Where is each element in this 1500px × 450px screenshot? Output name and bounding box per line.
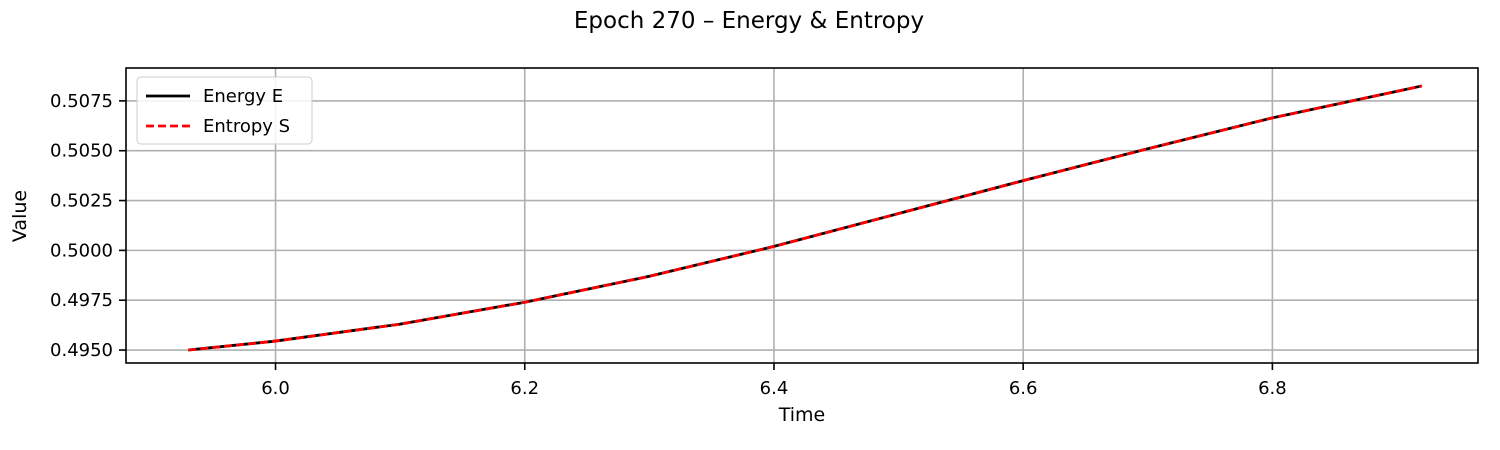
y-tick-label: 0.4950 xyxy=(50,340,113,361)
x-tick-label: 6.4 xyxy=(760,378,789,399)
legend-label-entropy: Entropy S xyxy=(203,116,290,137)
legend-box xyxy=(136,76,313,145)
legend: Energy E Entropy S xyxy=(136,76,313,145)
x-tick-label: 6.6 xyxy=(1009,378,1038,399)
plot-frame xyxy=(125,67,1479,364)
x-tick-label: 6.0 xyxy=(261,378,290,399)
y-axis-ticks: 0.4950 0.4975 0.5000 0.5025 0.5050 0.5075 xyxy=(50,91,126,361)
series-line-1 xyxy=(188,84,1423,352)
x-axis-ticks: 6.0 6.2 6.4 6.6 6.8 xyxy=(261,363,1287,399)
legend-label-energy: Energy E xyxy=(203,86,283,107)
x-tick-label: 6.2 xyxy=(510,378,539,399)
y-tick-label: 0.5050 xyxy=(50,141,113,162)
y-tick-label: 0.4975 xyxy=(50,290,113,311)
y-tick-label: 0.5075 xyxy=(50,91,113,112)
chart-title: Epoch 270 – Energy & Entropy xyxy=(574,8,924,34)
series-lines xyxy=(188,84,1423,352)
plot-area xyxy=(126,68,1478,363)
y-gridlines xyxy=(126,100,1478,351)
x-axis-label: Time xyxy=(778,404,826,426)
x-tick-label: 6.8 xyxy=(1258,378,1287,399)
y-tick-label: 0.5000 xyxy=(50,240,113,261)
y-tick-label: 0.5025 xyxy=(50,191,113,212)
y-axis-label: Value xyxy=(9,190,31,242)
